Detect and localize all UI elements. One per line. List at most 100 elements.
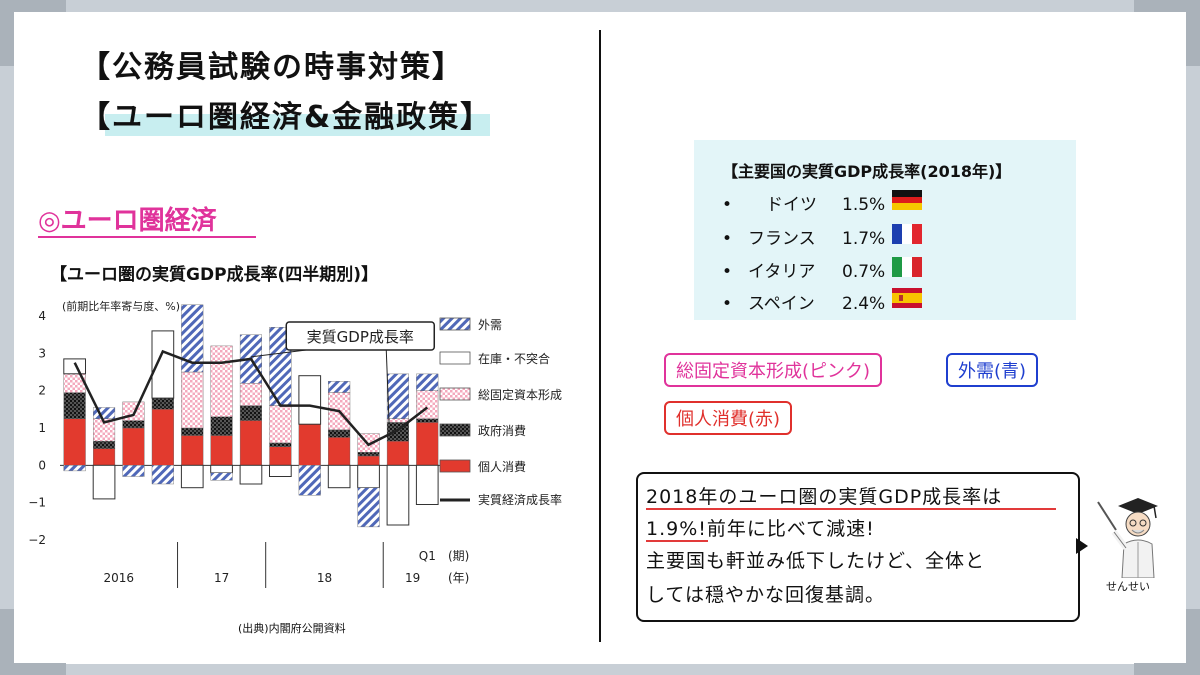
- bar-在庫・不突合: [180, 464, 204, 489]
- y-tick-label: 0: [38, 458, 46, 472]
- country-value: 1.7%: [842, 229, 886, 249]
- bar-個人消費: [181, 435, 204, 466]
- info-row-spain: • スペイン 2.4%: [722, 289, 885, 314]
- info-row-italy: • イタリア 0.7%: [722, 257, 885, 282]
- country-name: ドイツ: [766, 195, 817, 215]
- speech-line-1: 2018年のユーロ圏の実質GDP成長率は: [646, 486, 1003, 508]
- bar-在庫・不突合: [298, 375, 322, 425]
- bar-外需: [151, 465, 174, 485]
- info-panel-title: 【主要国の実質GDP成長率(2018年)】: [722, 162, 1012, 181]
- bar-政府消費: [151, 397, 174, 410]
- legend-swatch: [439, 317, 471, 331]
- y-tick-label: 3: [38, 346, 46, 360]
- bar-政府消費: [239, 405, 263, 421]
- annotation-label: 実質GDP成長率: [307, 328, 414, 346]
- speech-pointer: [1076, 538, 1088, 554]
- france-flag-icon: [892, 224, 922, 244]
- corner-accent-top-right: [1134, 0, 1200, 12]
- bar-政府消費: [269, 442, 292, 447]
- bullet: •: [722, 195, 733, 215]
- legend-swatch: [439, 459, 471, 473]
- legend-label: 在庫・不突合: [478, 351, 550, 366]
- bar-個人消費: [328, 437, 351, 466]
- title-highlight: [105, 114, 490, 136]
- bar-個人消費: [416, 422, 439, 466]
- speech-underline-2: [646, 540, 708, 542]
- bar-政府消費: [63, 392, 86, 419]
- bar-外需: [357, 487, 380, 528]
- legend-label: 外需: [478, 318, 502, 332]
- country-name: イタリア: [748, 262, 816, 282]
- bar-個人消費: [92, 448, 116, 466]
- bar-外需: [63, 465, 86, 472]
- bar-個人消費: [63, 418, 86, 466]
- y-tick-label: 1: [38, 421, 46, 435]
- character-label: せんせい: [1106, 580, 1150, 593]
- bar-個人消費: [210, 435, 233, 466]
- chart-title: 【ユーロ圏の実質GDP成長率(四半期別)】: [50, 265, 379, 285]
- tag-consumption-red: 個人消費(赤): [664, 401, 793, 435]
- bar-外需: [298, 465, 321, 496]
- country-value: 1.5%: [842, 195, 886, 215]
- corner-accent-bottom-right-v: [1186, 609, 1200, 675]
- corner-accent-top-left-v: [0, 0, 14, 66]
- legend-label: 個人消費: [478, 459, 526, 474]
- bar-在庫・不突合: [239, 464, 263, 485]
- legend-label: 総固定資本形成: [478, 387, 562, 402]
- info-row-germany: • ドイツ 1.5%: [722, 190, 885, 215]
- page-title-line1: 【公務員試験の時事対策】: [80, 50, 464, 85]
- bar-政府消費: [92, 440, 116, 449]
- speech-line-4: しては穏やかな回復基調。: [646, 584, 886, 606]
- info-row-france: • フランス 1.7%: [722, 224, 885, 249]
- growth-line: [73, 349, 429, 447]
- bar-個人消費: [239, 420, 263, 466]
- x-period-label: (期): [448, 549, 469, 563]
- section-underline: [38, 236, 256, 238]
- legend-label: 実質経済成長率: [478, 492, 562, 507]
- info-panel: [694, 140, 1076, 320]
- bar-在庫・不突合: [269, 464, 292, 478]
- bar-在庫・不突合: [415, 464, 439, 506]
- tag-capital-pink: 総固定資本形成(ピンク): [664, 353, 883, 387]
- bullet: •: [722, 229, 733, 249]
- source-note: (出典)内閣府公開資料: [238, 622, 346, 635]
- page-title-line2: 【ユーロ圏経済&金融政策】: [80, 100, 493, 135]
- corner-accent-top-right-v: [1186, 0, 1200, 66]
- bar-外需: [416, 373, 439, 391]
- bullet: •: [722, 262, 733, 282]
- bar-外需: [92, 407, 116, 419]
- bar-政府消費: [210, 416, 233, 436]
- bar-在庫・不突合: [327, 464, 351, 489]
- x-quarter-label: Q1: [419, 549, 436, 563]
- bar-在庫・不突合: [151, 330, 175, 399]
- bar-個人消費: [122, 427, 145, 466]
- bar-政府消費: [181, 427, 204, 436]
- speech-underline-1: [646, 508, 1056, 510]
- annotation-leader: [250, 349, 307, 358]
- annotation-leader: [385, 349, 390, 424]
- germany-flag-icon: [892, 190, 922, 210]
- bar-個人消費: [151, 409, 174, 466]
- bar-個人消費: [357, 455, 380, 466]
- bar-在庫・不突合: [92, 464, 116, 500]
- teacher-character-icon: [1097, 498, 1158, 578]
- bar-在庫・不突合: [357, 464, 380, 489]
- y-tick-label: 2: [38, 384, 46, 398]
- bar-個人消費: [269, 446, 292, 466]
- legend-swatch: [439, 423, 471, 437]
- bar-総固定資本形成: [269, 405, 292, 444]
- bar-政府消費: [328, 429, 351, 438]
- legend-swatch: [439, 351, 471, 365]
- center-divider: [599, 30, 601, 642]
- speech-line-2: 1.9%!前年に比べて減速!: [646, 518, 875, 540]
- bar-在庫・不突合: [63, 358, 86, 375]
- country-value: 0.7%: [842, 262, 886, 282]
- bar-在庫・不突合: [386, 464, 410, 526]
- bar-個人消費: [298, 424, 321, 466]
- bar-個人消費: [386, 440, 410, 466]
- y-axis-label: (前期比年率寄与度、%): [62, 299, 180, 313]
- legend-label: 政府消費: [478, 423, 526, 438]
- bar-外需: [328, 381, 351, 393]
- bar-在庫・不突合: [210, 464, 233, 474]
